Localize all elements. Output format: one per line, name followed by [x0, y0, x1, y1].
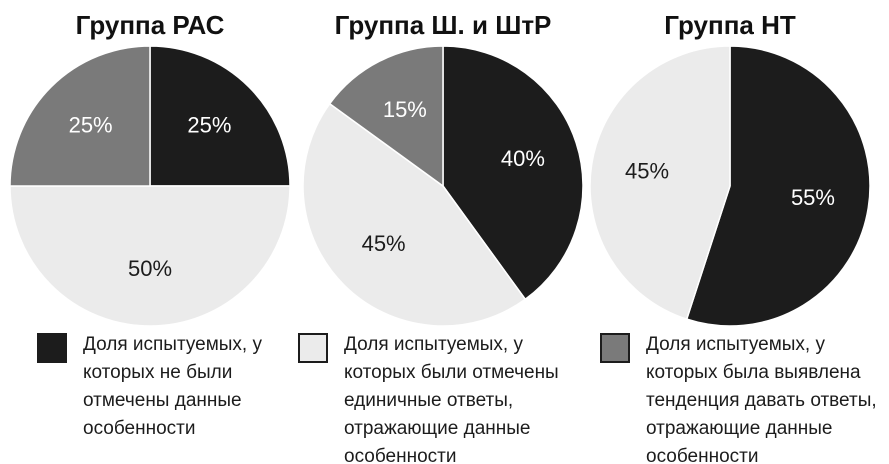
chart-title: Группа Ш. и ШтР [335, 10, 552, 40]
pie-slice [328, 45, 444, 188]
data-label: 25% [69, 112, 113, 137]
data-label: 50% [128, 256, 172, 281]
chart-title: Группа НТ [664, 10, 796, 40]
pie-slice [442, 45, 584, 301]
data-label: 45% [625, 159, 669, 184]
pie-slice [302, 102, 527, 327]
chart-title: Группа РАС [76, 10, 225, 40]
legend-text: Доля испытуемых, у которых не были отмеч… [83, 334, 262, 439]
data-label: 25% [187, 112, 231, 137]
legend-text: Доля испытуемых, у которых была выявлена… [646, 334, 877, 464]
pie-slice [685, 45, 871, 327]
data-label: 15% [383, 97, 427, 122]
legend-swatch [298, 333, 328, 363]
legend-item: Доля испытуемых, у которых не были отмеч… [37, 331, 283, 443]
data-label: 40% [501, 146, 545, 171]
data-label: 55% [791, 185, 835, 210]
legend-item: Доля испытуемых, у которых была выявлена… [600, 331, 889, 464]
pie-slice [589, 45, 731, 321]
pie-slice [9, 185, 291, 327]
legend-swatch [37, 333, 67, 363]
legend-swatch [600, 333, 630, 363]
pie-slice [149, 45, 291, 187]
pie-slice [9, 45, 151, 187]
legend-item: Доля испытуемых, у которых были отмечены… [298, 331, 579, 464]
data-label: 45% [362, 231, 406, 256]
legend-text: Доля испытуемых, у которых были отмечены… [344, 334, 559, 464]
